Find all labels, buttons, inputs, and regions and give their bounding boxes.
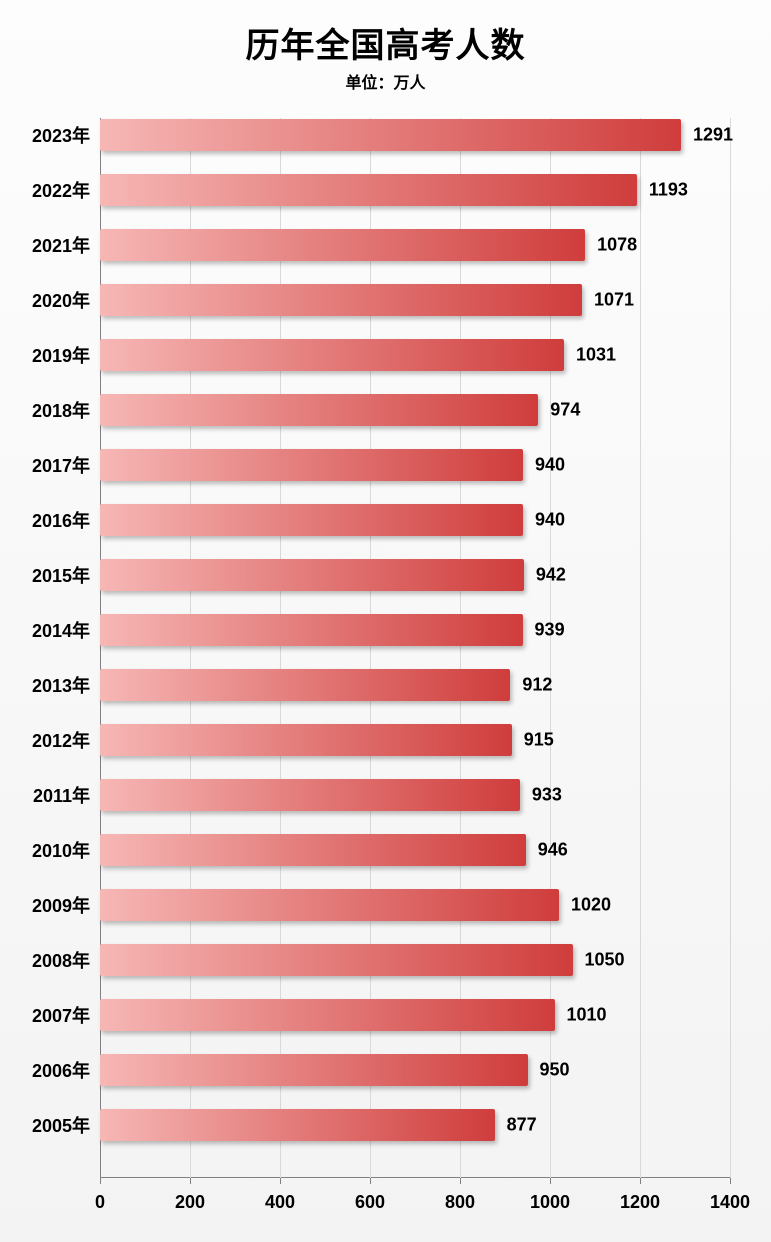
bar-value-label: 1050 (573, 950, 625, 971)
x-tick-mark (190, 1178, 191, 1184)
bar-value-label: 1031 (564, 345, 616, 366)
y-category-label: 2018年 (32, 397, 100, 423)
bar (100, 889, 559, 921)
chart-subtitle: 单位：万人 (0, 69, 771, 93)
bar-row: 2016年940 (100, 504, 730, 536)
bar-value-label: 1078 (585, 235, 637, 256)
y-category-label: 2016年 (32, 507, 100, 533)
x-tick-label: 1400 (710, 1192, 750, 1213)
grid-line (730, 118, 731, 1178)
x-tick-mark (280, 1178, 281, 1184)
bar-row: 2019年1031 (100, 339, 730, 371)
y-category-label: 2008年 (32, 947, 100, 973)
bar (100, 119, 681, 151)
bar-row: 2021年1078 (100, 229, 730, 261)
bar-value-label: 942 (524, 565, 566, 586)
bar (100, 779, 520, 811)
bar-row: 2020年1071 (100, 284, 730, 316)
x-tick-mark (370, 1178, 371, 1184)
y-category-label: 2009年 (32, 892, 100, 918)
bar-value-label: 933 (520, 785, 562, 806)
y-category-label: 2010年 (32, 837, 100, 863)
y-category-label: 2011年 (33, 782, 100, 808)
bar (100, 1109, 495, 1141)
bar (100, 449, 523, 481)
bar-row: 2015年942 (100, 559, 730, 591)
bar-value-label: 939 (523, 620, 565, 641)
y-category-label: 2020年 (32, 287, 100, 313)
x-tick-label: 400 (265, 1192, 295, 1213)
x-axis-line (100, 1177, 730, 1178)
y-category-label: 2005年 (32, 1112, 100, 1138)
x-tick-mark (100, 1178, 101, 1184)
y-category-label: 2017年 (32, 452, 100, 478)
bar (100, 669, 510, 701)
bar (100, 229, 585, 261)
bar-value-label: 877 (495, 1115, 537, 1136)
y-category-label: 2015年 (32, 562, 100, 588)
x-tick-label: 0 (95, 1192, 105, 1213)
bar-row: 2008年1050 (100, 944, 730, 976)
bar-chart: 02004006008001000120014002023年12912022年1… (100, 118, 730, 1178)
bar-value-label: 1193 (637, 180, 688, 201)
x-tick-label: 1000 (530, 1192, 570, 1213)
x-tick-label: 1200 (620, 1192, 660, 1213)
x-tick-mark (460, 1178, 461, 1184)
bar (100, 834, 526, 866)
bar (100, 394, 538, 426)
x-tick-mark (640, 1178, 641, 1184)
bar-row: 2022年1193 (100, 174, 730, 206)
x-tick-label: 800 (445, 1192, 475, 1213)
bar-row: 2010年946 (100, 834, 730, 866)
bar-row: 2006年950 (100, 1054, 730, 1086)
y-category-label: 2021年 (32, 232, 100, 258)
bar-row: 2007年1010 (100, 999, 730, 1031)
y-category-label: 2007年 (32, 1002, 100, 1028)
bar-value-label: 1010 (555, 1005, 607, 1026)
x-tick-label: 200 (175, 1192, 205, 1213)
bar-value-label: 950 (528, 1060, 570, 1081)
bar (100, 174, 637, 206)
bar (100, 339, 564, 371)
bar-value-label: 1071 (582, 290, 634, 311)
bar (100, 284, 582, 316)
bar-row: 2011年933 (100, 779, 730, 811)
bar-value-label: 915 (512, 730, 554, 751)
bar (100, 504, 523, 536)
bar (100, 999, 555, 1031)
y-category-label: 2014年 (32, 617, 100, 643)
y-category-label: 2023年 (32, 122, 100, 148)
bar (100, 944, 573, 976)
bar-row: 2009年1020 (100, 889, 730, 921)
bar-row: 2005年877 (100, 1109, 730, 1141)
bar-row: 2014年939 (100, 614, 730, 646)
bar-value-label: 1020 (559, 895, 611, 916)
x-tick-label: 600 (355, 1192, 385, 1213)
y-category-label: 2006年 (32, 1057, 100, 1083)
bar (100, 614, 523, 646)
y-category-label: 2019年 (32, 342, 100, 368)
bar-row: 2013年912 (100, 669, 730, 701)
x-tick-mark (550, 1178, 551, 1184)
bar-row: 2023年1291 (100, 119, 730, 151)
y-category-label: 2013年 (32, 672, 100, 698)
y-category-label: 2012年 (32, 727, 100, 753)
bar (100, 724, 512, 756)
plot-area: 02004006008001000120014002023年12912022年1… (100, 118, 730, 1178)
x-tick-mark (730, 1178, 731, 1184)
bar-value-label: 940 (523, 510, 565, 531)
bar-value-label: 1291 (681, 125, 733, 146)
chart-title: 历年全国高考人数 (0, 18, 771, 67)
bar-row: 2012年915 (100, 724, 730, 756)
bar-value-label: 940 (523, 455, 565, 476)
bar-value-label: 912 (510, 675, 552, 696)
bar-row: 2017年940 (100, 449, 730, 481)
bar (100, 559, 524, 591)
y-category-label: 2022年 (32, 177, 100, 203)
bar-value-label: 946 (526, 840, 568, 861)
bar-row: 2018年974 (100, 394, 730, 426)
bar (100, 1054, 528, 1086)
bar-value-label: 974 (538, 400, 580, 421)
